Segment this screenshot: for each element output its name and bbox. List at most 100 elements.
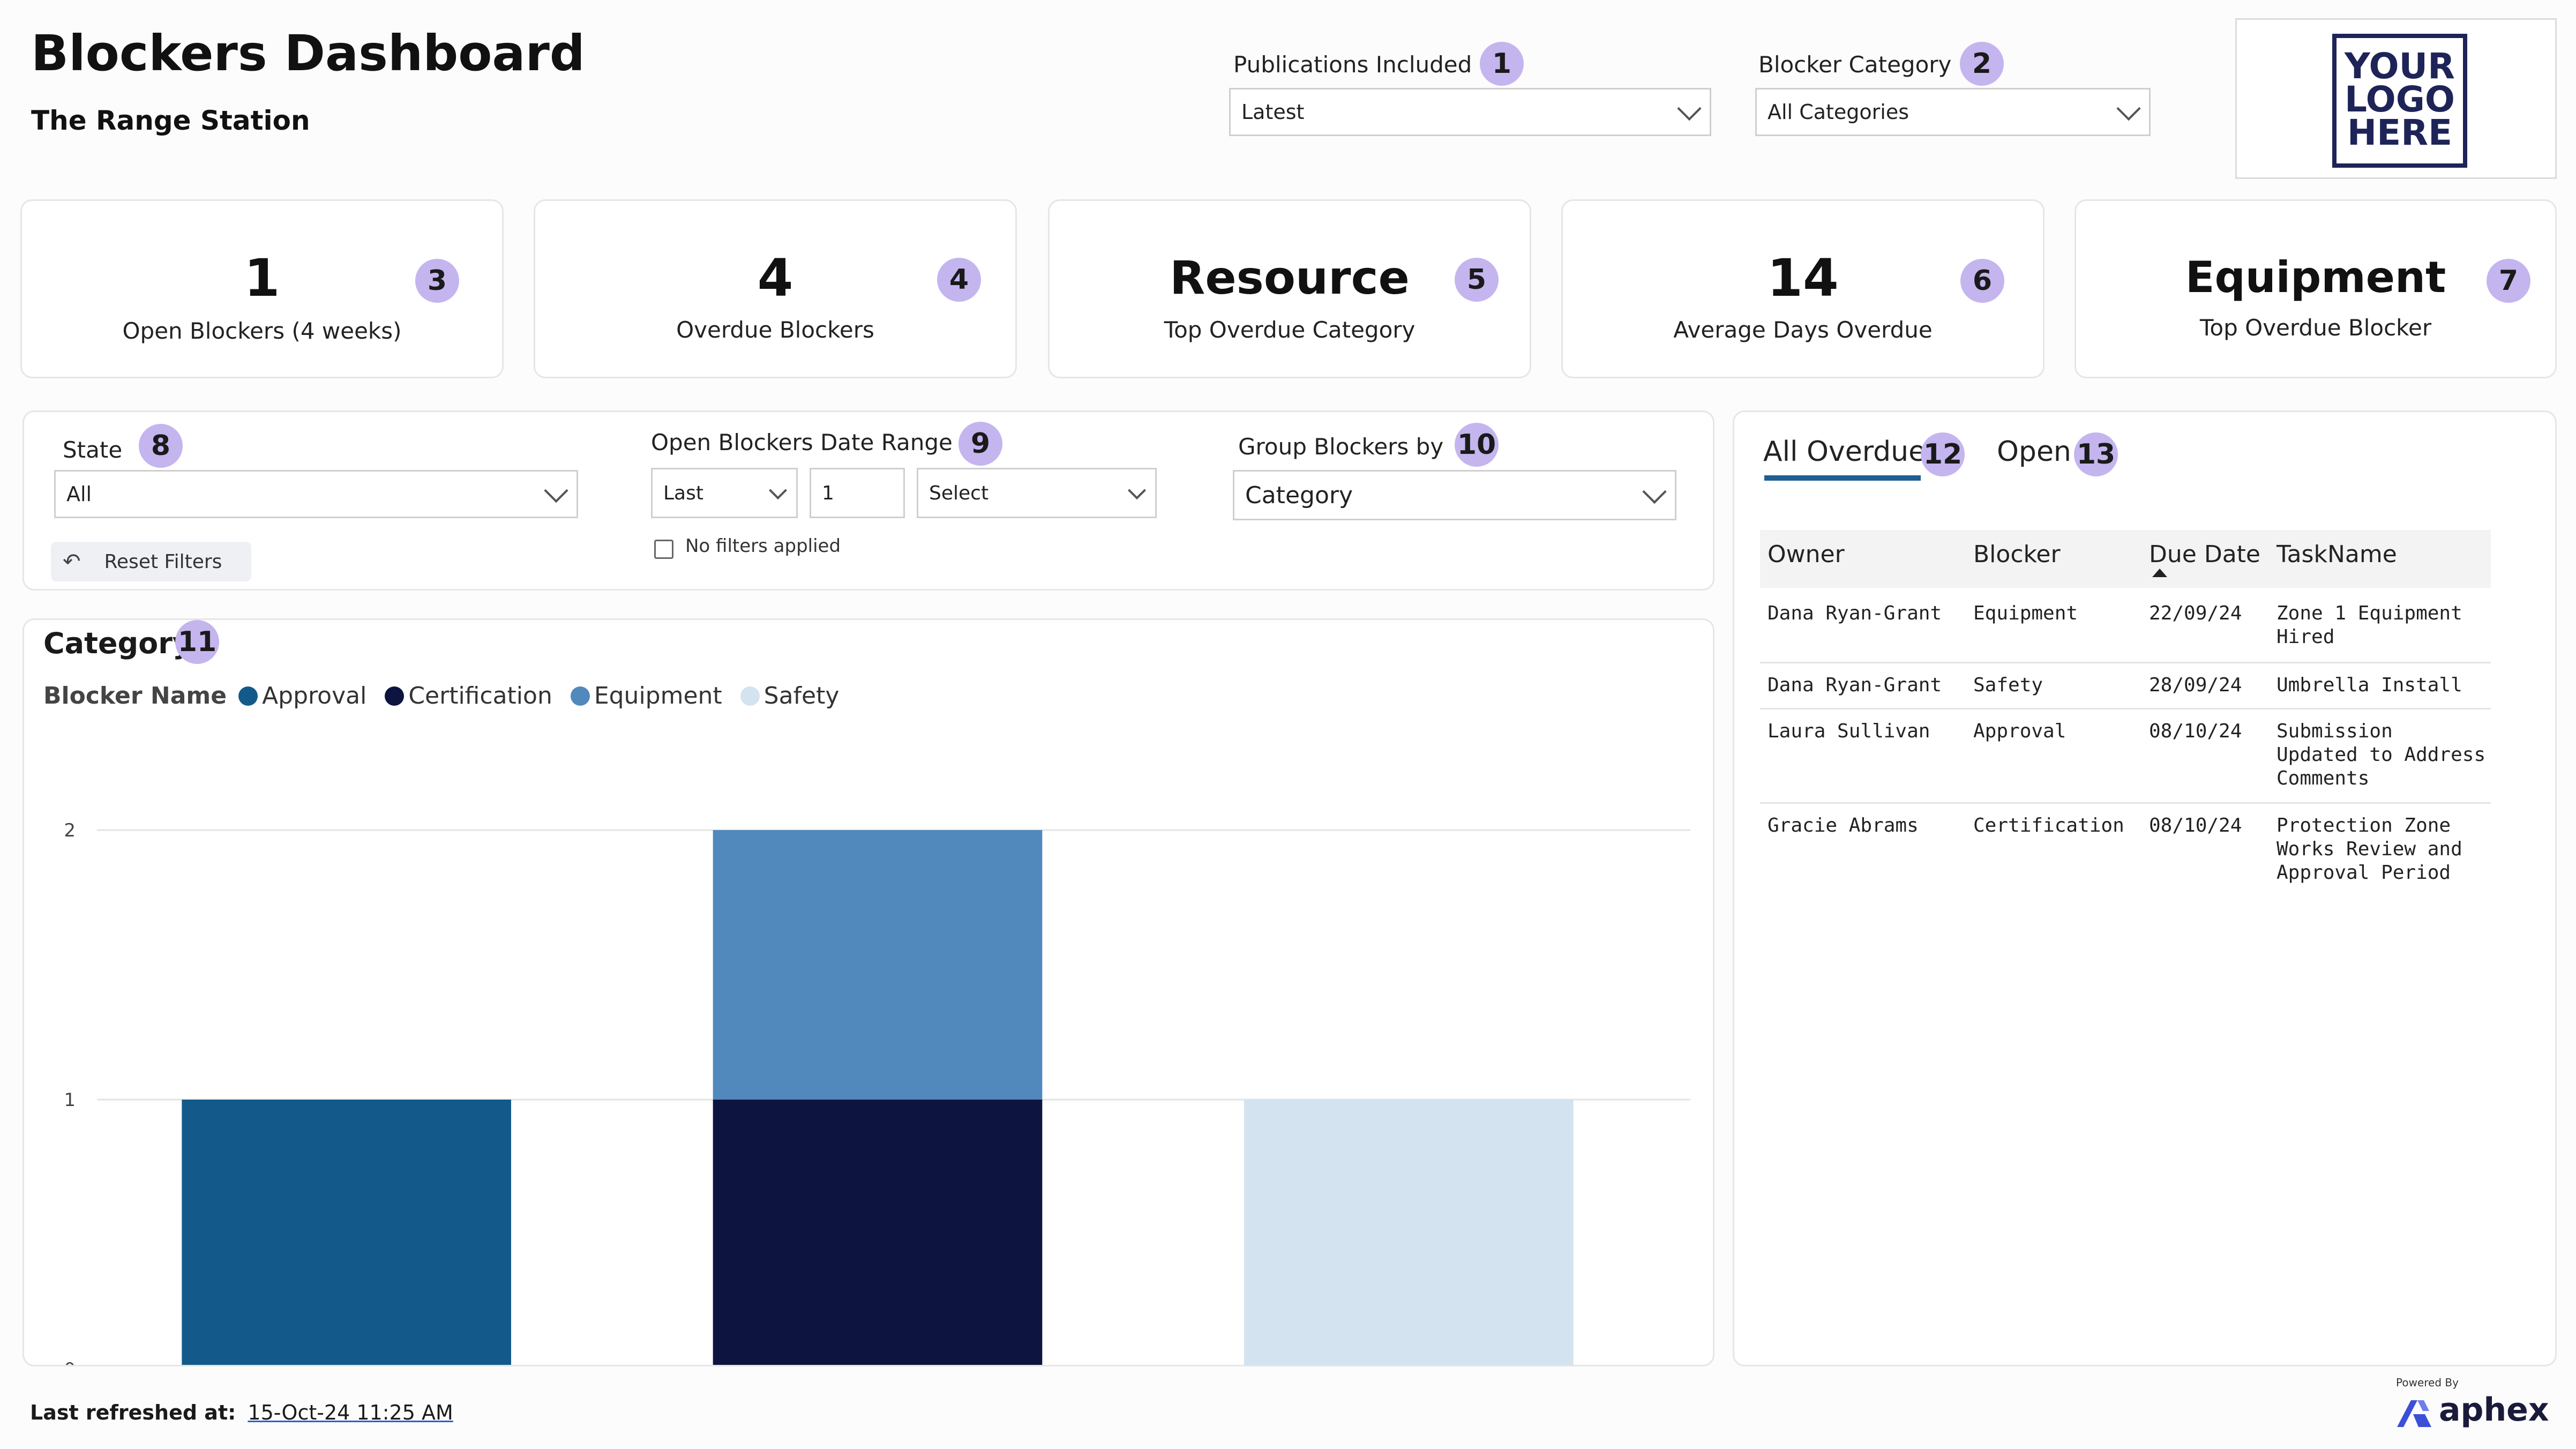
bar-safety[interactable] xyxy=(1244,1100,1574,1365)
reset-filters-label: Reset Filters xyxy=(104,550,222,573)
cell-due: 08/10/24 xyxy=(2149,720,2242,742)
tab-all-overdue[interactable]: All Overdue xyxy=(1763,436,1926,468)
group-by-value: Category xyxy=(1245,481,1353,509)
row-divider xyxy=(1760,662,2491,663)
y-tick-label: 2 xyxy=(64,820,76,841)
column-blocker[interactable]: Blocker xyxy=(1973,541,2061,568)
cell-blocker: Equipment xyxy=(1973,602,2078,624)
kpi-value: 4 xyxy=(757,248,793,308)
row-divider xyxy=(1760,708,2491,709)
tab-open[interactable]: Open xyxy=(1997,436,2071,468)
blocker-category-value: All Categories xyxy=(1768,100,1909,124)
tab-all-overdue-label: All Overdue xyxy=(1763,436,1926,468)
date-count-input[interactable]: 1 xyxy=(810,468,905,518)
cell-due: 28/09/24 xyxy=(2149,674,2242,696)
column-owner[interactable]: Owner xyxy=(1768,541,1845,568)
logo-card: YOUR LOGO HERE xyxy=(2235,18,2557,179)
kpi-value: Resource xyxy=(1170,251,1410,305)
date-count-value: 1 xyxy=(822,482,834,504)
state-value: All xyxy=(66,482,92,506)
row-divider xyxy=(1760,802,2491,804)
cell-owner: Gracie Abrams xyxy=(1768,815,1919,836)
chevron-down-icon xyxy=(769,481,787,500)
group-by-dropdown[interactable]: Category xyxy=(1233,470,1676,520)
cell-task: Zone 1 Equipment Hired xyxy=(2277,602,2462,648)
aphex-brand: aphex xyxy=(2439,1391,2549,1429)
kpi-card-open-blockers: 1 Open Blockers (4 weeks) 3 xyxy=(20,199,504,378)
state-dropdown[interactable]: All xyxy=(54,470,578,518)
bar-equipment[interactable] xyxy=(713,830,1043,1100)
chevron-down-icon xyxy=(1677,96,1702,121)
bar-chart: 012Other PermitResourceSafety xyxy=(64,820,1690,1365)
cell-due: 08/10/24 xyxy=(2149,815,2242,836)
cell-task: Umbrella Install xyxy=(2277,674,2462,696)
tab-open-label: Open xyxy=(1997,436,2071,468)
kpi-value: Equipment xyxy=(2185,252,2446,302)
last-refreshed: Last refreshed at: 15-Oct-24 11:25 AM xyxy=(30,1401,453,1424)
sort-ascending-icon xyxy=(2152,569,2167,577)
column-taskname[interactable]: TaskName xyxy=(2277,541,2397,568)
legend-swatch xyxy=(740,686,760,706)
date-range-label: Open Blockers Date Range xyxy=(651,429,953,455)
slicer-panel: State 8 All ↶ Reset Filters Open Blocker… xyxy=(23,410,1714,591)
date-period-value: Last xyxy=(663,482,703,504)
badge-10: 10 xyxy=(1455,423,1499,467)
badge-3: 3 xyxy=(415,259,459,303)
legend-item-safety[interactable]: Safety xyxy=(740,682,839,709)
kpi-value: 1 xyxy=(244,248,280,308)
cell-blocker: Safety xyxy=(1973,674,2043,696)
legend-item-equipment[interactable]: Equipment xyxy=(570,682,722,709)
cell-task: Submission Updated to Address Comments xyxy=(2277,720,2486,789)
legend-swatch xyxy=(385,686,405,706)
kpi-value: 14 xyxy=(1767,248,1839,308)
date-period-dropdown[interactable]: Last xyxy=(651,468,798,518)
bar-approval[interactable] xyxy=(182,1100,511,1365)
powered-by-label: Powered By xyxy=(2396,1376,2459,1389)
badge-8: 8 xyxy=(139,424,183,468)
kpi-label: Top Overdue Category xyxy=(1164,317,1416,343)
badge-5: 5 xyxy=(1455,258,1499,302)
chart-panel: Category 11 Blocker Name Approval Certifi… xyxy=(23,618,1714,1366)
kpi-label: Top Overdue Blocker xyxy=(2199,315,2432,341)
badge-4: 4 xyxy=(937,258,981,302)
kpi-card-overdue-blockers: 4 Overdue Blockers 4 xyxy=(534,199,1017,378)
badge-7: 7 xyxy=(2487,259,2530,303)
page-subtitle: The Range Station xyxy=(31,105,310,136)
publications-dropdown[interactable]: Latest xyxy=(1229,88,1711,136)
legend-swatch xyxy=(570,686,590,706)
date-unit-value: Select xyxy=(929,482,989,504)
kpi-label: Average Days Overdue xyxy=(1673,317,1933,343)
badge-6: 6 xyxy=(1960,259,2004,303)
bar-certification[interactable] xyxy=(713,1100,1043,1365)
kpi-card-average-days-overdue: 14 Average Days Overdue 6 xyxy=(1561,199,2045,378)
legend-item-approval[interactable]: Approval xyxy=(238,682,366,709)
reset-filters-button[interactable]: ↶ Reset Filters xyxy=(51,542,251,581)
legend-item-certification[interactable]: Certification xyxy=(385,682,552,709)
cell-task: Protection Zone Works Review and Approva… xyxy=(2277,815,2462,884)
date-unit-dropdown[interactable]: Select xyxy=(917,468,1157,518)
chart-legend: Blocker Name Approval Certification Equipm… xyxy=(43,682,857,709)
chevron-down-icon xyxy=(544,478,568,503)
state-label: State xyxy=(63,437,123,463)
badge-11: 11 xyxy=(175,620,219,664)
calendar-icon xyxy=(654,540,673,559)
cell-blocker: Certification xyxy=(1973,815,2124,836)
badge-9: 9 xyxy=(958,422,1002,466)
undo-icon: ↶ xyxy=(63,549,81,574)
legend-label: Equipment xyxy=(594,682,722,709)
last-refreshed-label: Last refreshed at: xyxy=(30,1401,236,1424)
chevron-down-icon xyxy=(1642,479,1667,504)
cell-due: 22/09/24 xyxy=(2149,602,2242,624)
blocker-category-dropdown[interactable]: All Categories xyxy=(1755,88,2151,136)
cell-owner: Dana Ryan-Grant xyxy=(1768,602,1942,624)
last-refreshed-value[interactable]: 15-Oct-24 11:25 AM xyxy=(248,1401,453,1424)
publications-value: Latest xyxy=(1241,100,1305,124)
table-panel: All Overdue 12 Open 13 Owner Blocker Due… xyxy=(1733,410,2557,1366)
badge-2: 2 xyxy=(1960,42,2004,86)
y-tick-label: 0 xyxy=(64,1359,76,1365)
column-due-date[interactable]: Due Date xyxy=(2149,541,2260,568)
group-by-label: Group Blockers by xyxy=(1238,434,1444,460)
legend-label: Certification xyxy=(408,682,552,709)
kpi-label: Overdue Blockers xyxy=(676,317,874,343)
legend-title: Blocker Name xyxy=(43,682,227,709)
